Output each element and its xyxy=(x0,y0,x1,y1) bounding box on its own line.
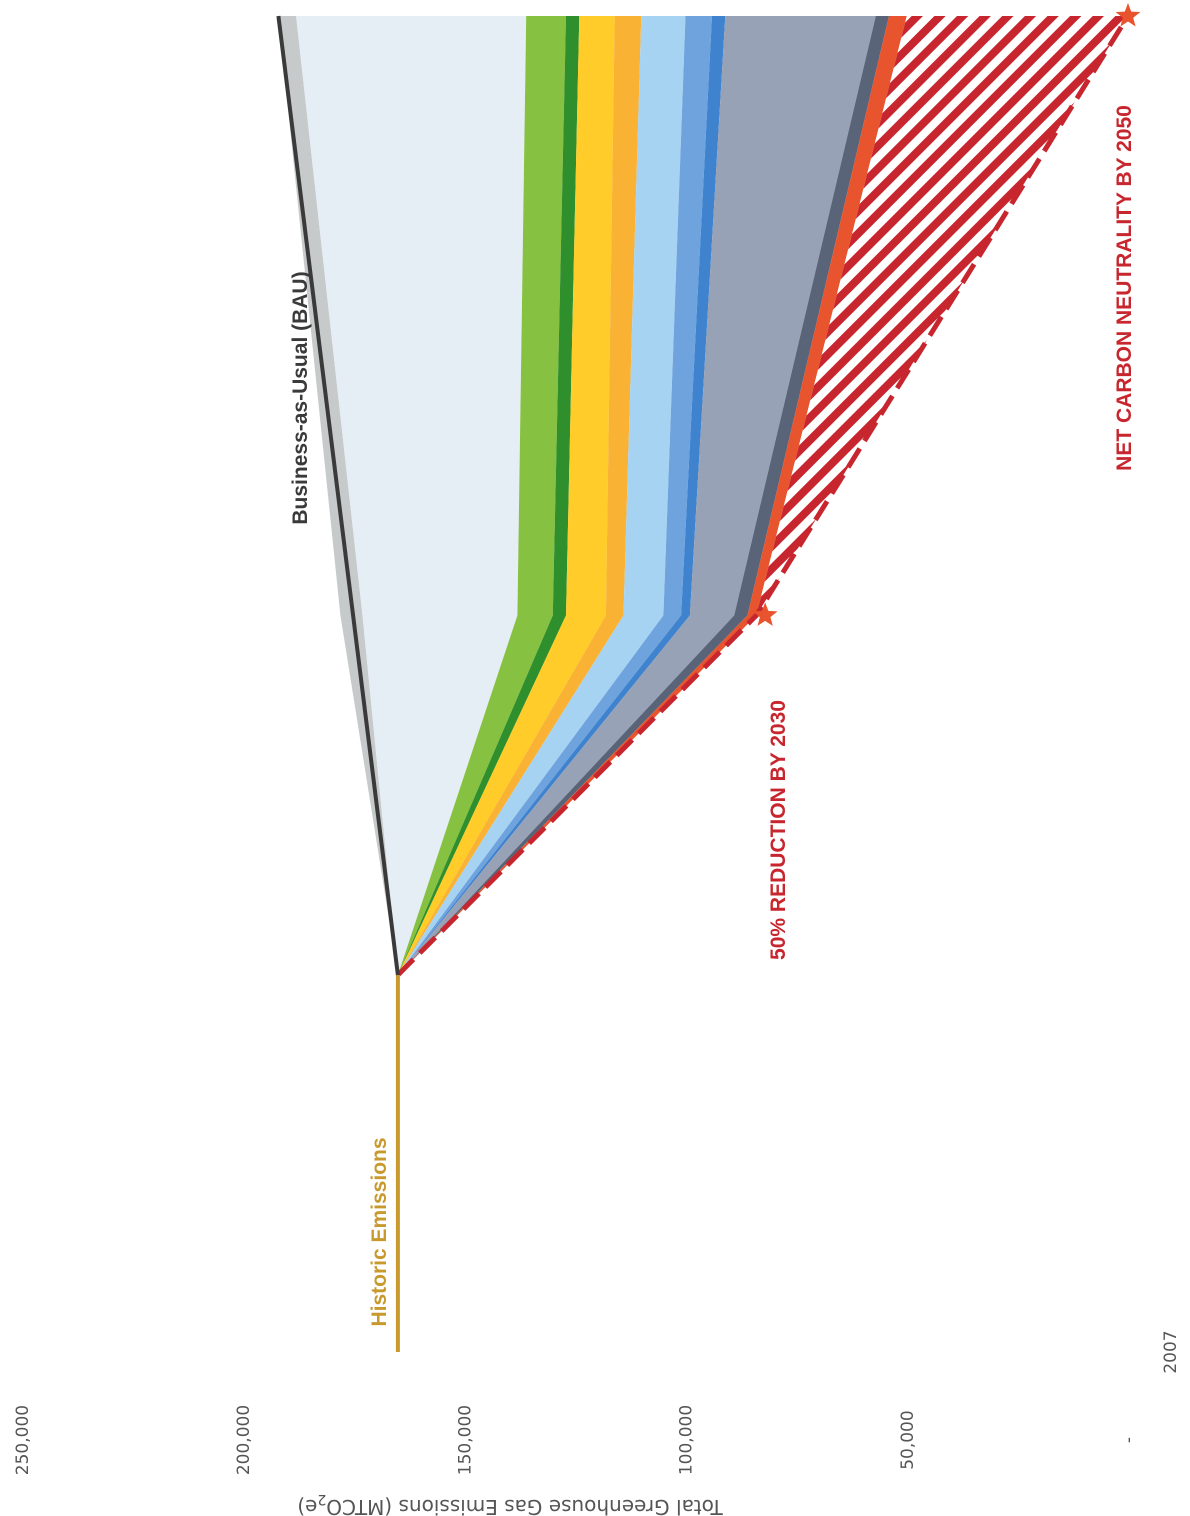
band-5 xyxy=(397,16,615,975)
star-marker-2050 xyxy=(1115,3,1141,27)
y-tick-label: 50,000 xyxy=(898,1410,918,1469)
y-tick-label: 150,000 xyxy=(455,1405,475,1475)
annotation-1: Historic Emissions xyxy=(368,1137,391,1326)
annotation-3: 50% REDUCTION BY 2030 xyxy=(767,700,790,960)
annotation-4: NET CARBON NEUTRALITY BY 2050 xyxy=(1113,105,1136,471)
band-10 xyxy=(397,16,876,975)
x-tick-label: 2007 xyxy=(1161,1330,1181,1373)
business-as-usual-bau-line xyxy=(276,15,400,976)
y-axis-title-main: Total Greenhouse Gas Emissions (MTCO xyxy=(326,1495,723,1516)
annotation-2: Business-as-Usual (BAU) xyxy=(289,271,312,524)
y-axis-title: Total Greenhouse Gas Emissions (MTCO2e) xyxy=(297,1491,723,1516)
annotations: Historic Emissions Business-as-Usual (BAU… xyxy=(289,105,1136,1326)
y-tick-label: 250,000 xyxy=(13,1405,33,1475)
target-markers xyxy=(752,3,1141,626)
band-2 xyxy=(296,16,527,975)
y-axis-title-suffix: e) xyxy=(297,1495,317,1516)
band-7 xyxy=(397,16,686,975)
band-6 xyxy=(397,16,642,975)
target-pathway xyxy=(396,14,1131,977)
y-tick-label: 200,000 xyxy=(234,1405,254,1475)
target-hatch xyxy=(397,16,1128,975)
y-axis-ticks: - 50,000 100,000 150,000 200,000 250,000 xyxy=(13,1405,1139,1475)
star-marker-2030 xyxy=(752,602,778,626)
y-axis-title-subscript: 2 xyxy=(317,1491,326,1507)
band-3 xyxy=(397,16,566,975)
x-axis-ticks: 2007 xyxy=(1161,1330,1181,1373)
y-tick-label: - xyxy=(1119,1437,1139,1443)
y-tick-label: 100,000 xyxy=(677,1405,697,1475)
target-dashed-line xyxy=(396,14,1131,977)
series-lines xyxy=(276,15,400,1352)
